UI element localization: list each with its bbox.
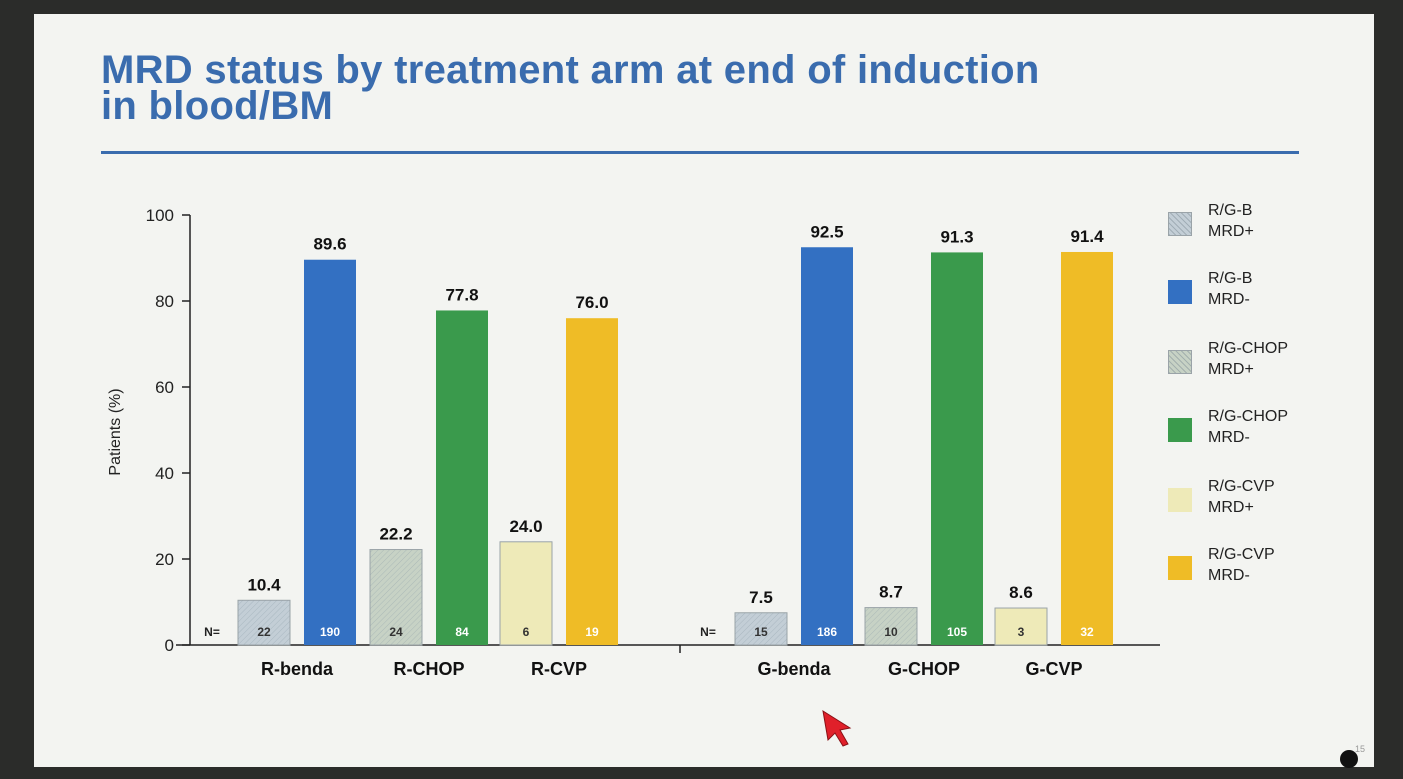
x-category-label: G-benda <box>757 659 831 679</box>
bar-g-chop-mrd-neg <box>931 252 983 645</box>
bar-r-cvp-mrd-neg <box>566 318 618 645</box>
x-category-label: G-CVP <box>1025 659 1082 679</box>
legend-swatch <box>1168 488 1192 512</box>
bar-hatch-overlay <box>865 607 917 645</box>
x-category-label: R-CHOP <box>394 659 465 679</box>
legend-swatch <box>1168 280 1192 304</box>
n-count-label: 190 <box>320 625 340 639</box>
y-tick-label: 40 <box>155 464 174 483</box>
title-divider <box>101 151 1299 154</box>
data-label: 7.5 <box>749 588 773 607</box>
data-label: 91.4 <box>1070 227 1104 246</box>
bar-r-chop-mrd-neg <box>436 310 488 645</box>
data-label: 91.3 <box>940 227 973 246</box>
x-category-label: R-benda <box>261 659 334 679</box>
chart-axes: 0 20 40 60 80 100 <box>146 206 1160 655</box>
n-prefix-label: N= <box>700 625 716 639</box>
bar-g-benda-mrd-neg <box>801 247 853 645</box>
n-count-label: 24 <box>389 625 403 639</box>
chart-bars <box>237 247 1113 646</box>
y-tick-label: 80 <box>155 292 174 311</box>
n-count-label: 6 <box>523 625 530 639</box>
y-tick-label: 60 <box>155 378 174 397</box>
n-count-label: 19 <box>585 625 599 639</box>
x-category-label: G-CHOP <box>888 659 960 679</box>
legend-swatch <box>1168 212 1192 236</box>
bar-hatch-overlay <box>238 600 290 645</box>
legend-item: R/G-CHOP MRD- <box>1168 406 1338 456</box>
n-count-label: 22 <box>257 625 271 639</box>
legend-item: R/G-CVP MRD- <box>1168 544 1338 594</box>
slide-title: MRD status by treatment arm at end of in… <box>101 48 1151 128</box>
n-prefix-label: N= <box>204 625 220 639</box>
legend-label: R/G-CVP MRD+ <box>1208 478 1275 516</box>
data-label: 8.6 <box>1009 583 1033 602</box>
legend-label: R/G-CHOP MRD- <box>1208 408 1288 446</box>
data-label: 8.7 <box>879 583 903 602</box>
legend-label: R/G-B MRD- <box>1208 270 1253 308</box>
data-label: 22.2 <box>379 525 412 544</box>
legend-item: R/G-B MRD- <box>1168 268 1338 318</box>
y-tick-label: 100 <box>146 206 174 225</box>
legend-label: R/G-CVP MRD- <box>1208 546 1275 584</box>
legend-swatch <box>1168 556 1192 580</box>
n-count-label: 186 <box>817 625 837 639</box>
slide-title-line-2: in blood/BM <box>101 84 334 128</box>
bar-g-cvp-mrd-pos <box>994 607 1048 646</box>
bar-r-cvp-mrd-pos <box>499 541 553 646</box>
y-axis-title: Patients (%) <box>107 388 124 475</box>
bar-hatch-overlay <box>370 549 422 645</box>
data-label: 76.0 <box>575 293 608 312</box>
legend-label: R/G-B MRD+ <box>1208 202 1254 240</box>
chart-labels: 10.4 22 89.6 190 R-benda 22.2 24 77.8 84 R-CHOP 24… <box>204 222 1104 679</box>
legend-item: R/G-CVP MRD+ <box>1168 476 1338 526</box>
laser-pointer-dot <box>1340 750 1358 768</box>
data-label: 77.8 <box>445 285 478 304</box>
n-count-label: 32 <box>1080 625 1094 639</box>
data-label: 10.4 <box>247 575 281 594</box>
mouse-pointer-icon <box>822 709 852 747</box>
bar-g-cvp-mrd-neg <box>1061 251 1113 646</box>
legend-swatch <box>1168 350 1192 374</box>
n-count-label: 15 <box>754 625 768 639</box>
y-tick-label: 0 <box>165 636 174 655</box>
n-count-label: 105 <box>947 625 967 639</box>
data-label: 24.0 <box>509 517 542 536</box>
n-count-label: 10 <box>884 625 898 639</box>
n-count-label: 84 <box>455 625 469 639</box>
y-tick-label: 20 <box>155 550 174 569</box>
x-category-label: R-CVP <box>531 659 587 679</box>
legend-swatch <box>1168 418 1192 442</box>
slide-title-line-1: MRD status by treatment arm at end of in… <box>101 48 1040 92</box>
data-label: 89.6 <box>313 235 346 254</box>
n-count-label: 3 <box>1018 625 1025 639</box>
legend-label: R/G-CHOP MRD+ <box>1208 340 1288 378</box>
legend-item: R/G-B MRD+ <box>1168 200 1338 250</box>
legend-item: R/G-CHOP MRD+ <box>1168 338 1338 388</box>
bar-r-benda-mrd-neg <box>304 259 356 645</box>
bar-hatch-overlay <box>735 612 787 645</box>
page-number: 15 <box>1355 744 1366 754</box>
data-label: 92.5 <box>810 222 843 241</box>
